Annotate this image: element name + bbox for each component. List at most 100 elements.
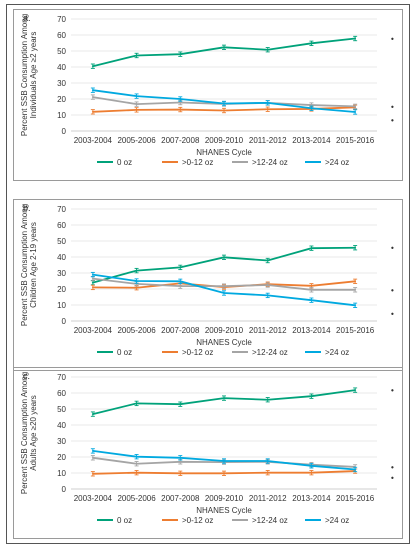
data-point — [223, 460, 225, 462]
significance-marker: • — [391, 309, 394, 318]
data-point — [179, 98, 182, 100]
data-point — [179, 53, 182, 56]
data-point — [179, 266, 182, 269]
data-point — [354, 389, 357, 392]
data-point — [266, 294, 269, 297]
y-axis-title: Percent SSB Consumption AmongIndividuals… — [20, 14, 38, 136]
panel-frame — [13, 9, 403, 181]
data-point — [135, 95, 138, 98]
x-tick-label: 2011-2012 — [249, 326, 287, 335]
x-tick-label: 2013-2014 — [292, 326, 331, 335]
data-point — [310, 107, 313, 110]
x-tick-label: 2015-2016 — [336, 136, 375, 145]
x-tick-label: 2009-2010 — [205, 136, 244, 145]
legend-label: >24 oz — [325, 158, 349, 167]
data-point — [266, 460, 269, 462]
data-point — [91, 456, 94, 459]
y-axis-title-line: Individuals Age ≥2 years — [29, 32, 38, 119]
data-point — [354, 468, 357, 471]
data-point — [91, 273, 94, 276]
data-point — [354, 246, 357, 249]
x-axis-title: NHANES Cycle — [196, 338, 252, 347]
y-axis-title-line: Percent SSB Consumption Among — [20, 372, 29, 494]
data-point — [310, 299, 313, 302]
x-tick-label: 2007-2008 — [161, 494, 200, 503]
data-point — [223, 285, 225, 288]
data-point — [91, 277, 94, 280]
legend-label: >12-24 oz — [252, 516, 288, 525]
y-tick-label: 30 — [57, 437, 66, 446]
y-axis-title-line: Percent SSB Consumption Among — [20, 14, 29, 136]
y-tick-label: 10 — [57, 111, 66, 120]
y-tick-label: 70 — [57, 15, 66, 24]
data-point — [135, 269, 138, 272]
x-axis-title: NHANES Cycle — [196, 148, 252, 157]
panel-label: b. — [23, 203, 31, 213]
chart-panel-c: 0 10 20 30 40 50 60 70 2003-2004 2005-2006 2007-20… — [7, 367, 409, 543]
y-tick-label: 60 — [57, 389, 66, 398]
significance-marker: • — [391, 35, 394, 44]
data-point — [135, 462, 138, 465]
y-tick-label: 10 — [57, 469, 66, 478]
x-tick-label: 2005-2006 — [117, 136, 156, 145]
data-point — [310, 104, 313, 106]
legend-label: >12-24 oz — [252, 348, 288, 357]
x-tick-label: 2005-2006 — [117, 326, 156, 335]
y-tick-label: 70 — [57, 205, 66, 214]
x-tick-label: 2003-2004 — [74, 326, 113, 335]
y-tick-label: 30 — [57, 79, 66, 88]
legend-label: 0 oz — [117, 516, 132, 525]
x-tick-label: 2007-2008 — [161, 136, 200, 145]
data-point — [179, 460, 182, 463]
data-point — [179, 472, 182, 475]
significance-marker: • — [391, 463, 394, 472]
x-tick-label: 2003-2004 — [74, 136, 113, 145]
panel-frame — [13, 367, 403, 539]
data-point — [310, 395, 313, 398]
data-point — [91, 110, 94, 113]
y-tick-label: 20 — [57, 95, 66, 104]
data-point — [266, 398, 269, 401]
data-point — [91, 281, 94, 284]
legend-label: >0-12 oz — [182, 158, 213, 167]
x-tick-label: 2009-2010 — [205, 326, 244, 335]
series-line-0-oz — [92, 246, 356, 284]
data-point — [266, 108, 269, 111]
data-point — [91, 89, 94, 92]
y-tick-label: 10 — [57, 301, 66, 310]
y-axis-title-line: Adults Age ≥20 years — [29, 395, 38, 471]
significance-marker: • — [391, 286, 394, 295]
y-tick-label: 60 — [57, 31, 66, 40]
chart-svg-c: 0 10 20 30 40 50 60 70 2003-2004 2005-2006 2007-20… — [20, 371, 394, 525]
data-point — [179, 101, 182, 104]
series-line-0-oz — [92, 389, 356, 415]
data-point — [91, 413, 94, 416]
y-tick-label: 50 — [57, 405, 66, 414]
x-tick-label: 2013-2014 — [292, 136, 331, 145]
x-tick-label: 2011-2012 — [249, 136, 287, 145]
data-point — [91, 96, 94, 98]
data-point — [135, 402, 138, 405]
data-point — [266, 471, 269, 474]
x-axis-title: NHANES Cycle — [196, 506, 252, 515]
legend-label: >0-12 oz — [182, 516, 213, 525]
data-point — [266, 48, 269, 51]
y-axis-title-line: Children Age 2-19 years — [29, 222, 38, 308]
data-point — [179, 285, 182, 288]
y-tick-label: 20 — [57, 453, 66, 462]
data-point — [310, 247, 313, 250]
significance-marker: • — [391, 102, 394, 111]
data-point — [223, 102, 225, 105]
significance-marker: • — [391, 386, 394, 395]
data-point — [354, 37, 357, 40]
data-point — [223, 46, 225, 49]
legend-label: >0-12 oz — [182, 348, 213, 357]
data-point — [179, 456, 182, 459]
data-point — [91, 450, 94, 452]
panel-frame — [13, 199, 403, 371]
data-point — [310, 42, 313, 45]
x-tick-label: 2005-2006 — [117, 494, 156, 503]
chart-svg-a: 0 10 20 30 40 50 60 70 2003-2004 2005-2006 2007-20… — [20, 13, 394, 167]
y-tick-label: 0 — [62, 317, 67, 326]
x-tick-label: 2015-2016 — [336, 326, 375, 335]
